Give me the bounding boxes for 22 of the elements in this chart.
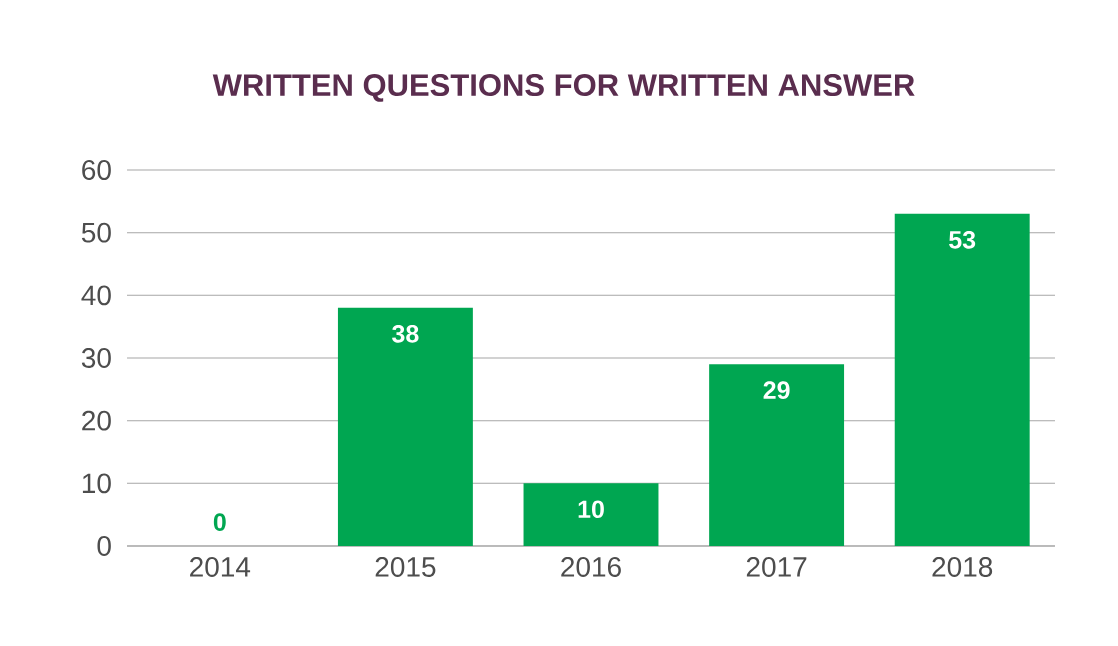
- data-label: 10: [578, 500, 604, 519]
- y-tick-label: 60: [82, 160, 111, 180]
- y-tick-label: 30: [81, 348, 111, 368]
- x-tick-label: 2014: [190, 557, 251, 577]
- x-tick-label: 2016: [561, 557, 621, 577]
- y-tick-label: 20: [82, 410, 111, 431]
- y-tick-label: 40: [81, 285, 111, 306]
- data-label: 0: [213, 513, 226, 531]
- chart-title: WRITTEN QUESTIONS FOR WRITTEN ANSWER: [212, 74, 915, 102]
- bar: [337, 307, 473, 546]
- data-label: 53: [949, 230, 976, 249]
- y-tick-label: 50: [81, 222, 111, 243]
- x-tick-label: 2015: [375, 557, 436, 577]
- bar: [523, 483, 659, 546]
- bar: [709, 364, 845, 546]
- x-tick-label: 2018: [932, 557, 993, 577]
- y-tick-label: 0: [97, 536, 111, 556]
- bar: [894, 213, 1030, 546]
- data-label: 29: [763, 381, 790, 400]
- y-tick-label: 10: [82, 473, 111, 494]
- data-label: 38: [392, 324, 419, 343]
- x-tick-label: 2017: [746, 557, 807, 577]
